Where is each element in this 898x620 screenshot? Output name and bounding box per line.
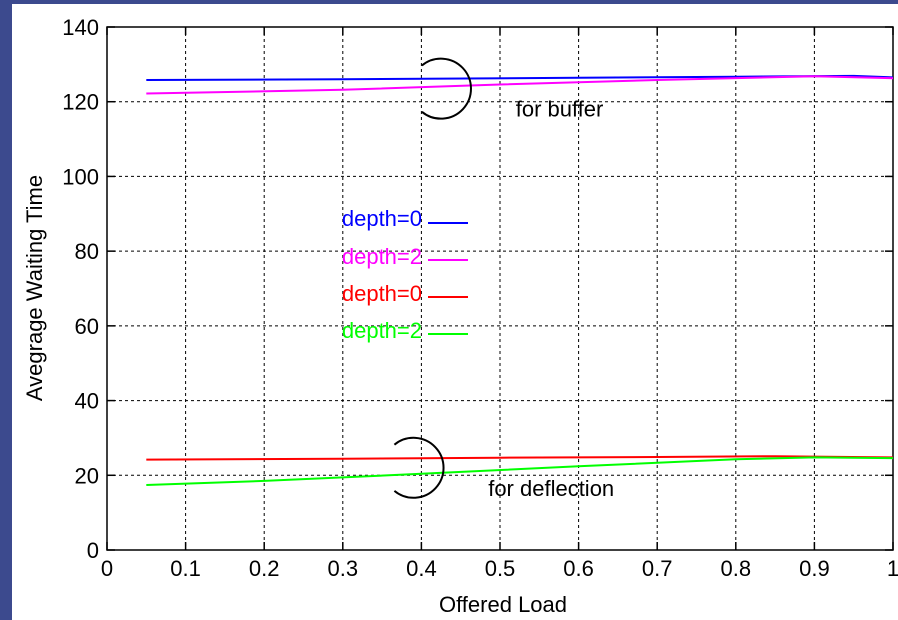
grid-lines [107,27,893,550]
series-line-1 [146,75,894,95]
legend-label-depth2-magenta: depth=2 [342,244,422,269]
y-tick-label: 140 [62,15,99,40]
x-tick-label: 0 [101,556,113,581]
buffer-bracket [421,57,472,120]
x-axis-ticks: 0 0.1 0.2 0.3 0.4 0.5 0.6 0.7 0.8 0.9 1 [101,27,898,581]
y-tick-label: 100 [62,164,99,189]
window-frame-left [0,0,12,620]
legend-label-depth2-green: depth=2 [342,318,422,343]
series-line-0 [146,74,894,81]
x-axis-label: Offered Load [439,592,567,617]
x-tick-label: 0.5 [485,556,516,581]
x-tick-label: 0.3 [328,556,359,581]
y-tick-label: 120 [62,90,99,115]
y-axis-ticks: 0 20 40 60 80 100 120 140 [62,15,893,563]
x-tick-label: 0.8 [721,556,752,581]
window-frame-top [0,0,898,4]
legend: depth=0 depth=2 depth=0 depth=2 [342,206,468,343]
series-line-2 [146,455,894,461]
legend-label-depth0-blue: depth=0 [342,206,422,231]
series-lines [146,74,894,486]
series-line-3 [146,456,894,486]
x-tick-label: 0.6 [563,556,594,581]
y-tick-label: 40 [75,389,99,414]
x-tick-label: 0.7 [642,556,673,581]
annotation-for-deflection: for deflection [488,476,614,501]
y-tick-label: 80 [75,239,99,264]
legend-label-depth0-red: depth=0 [342,281,422,306]
y-tick-label: 0 [87,538,99,563]
x-tick-label: 0.4 [406,556,437,581]
x-tick-label: 0.2 [249,556,280,581]
y-tick-label: 60 [75,314,99,339]
x-tick-label: 0.9 [799,556,830,581]
x-tick-label: 1 [887,556,898,581]
x-tick-label: 0.1 [170,556,201,581]
deflection-bracket [393,436,445,499]
y-tick-label: 20 [75,463,99,488]
annotation-for-buffer: for buffer [516,97,604,122]
y-axis-label: Avegrage Waiting Time [22,175,47,401]
